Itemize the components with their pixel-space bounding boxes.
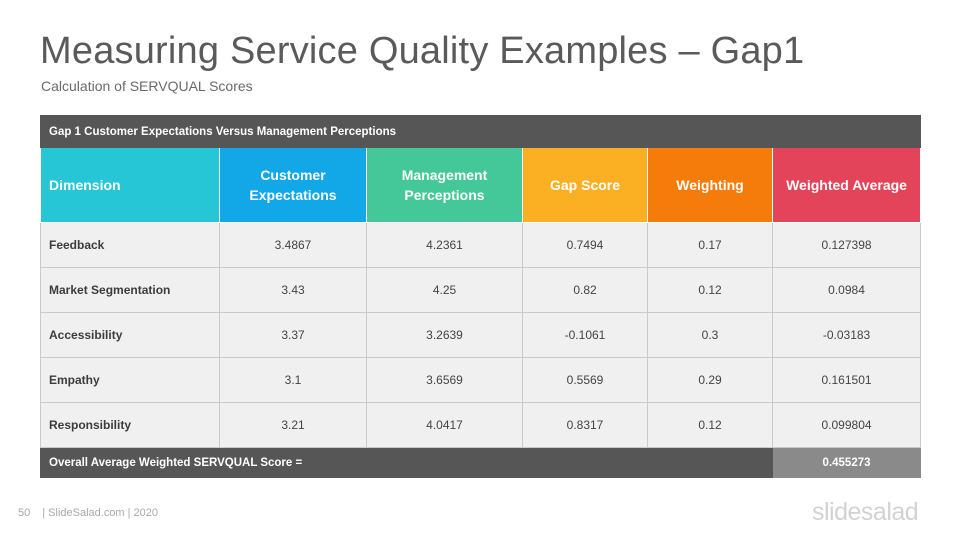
cell-customer: 3.4867 bbox=[219, 222, 367, 268]
cell-dimension: Responsibility bbox=[40, 402, 220, 448]
cell-dimension: Market Segmentation bbox=[40, 267, 220, 313]
cell-dimension: Empathy bbox=[40, 357, 220, 403]
cell-gap: 0.5569 bbox=[522, 357, 648, 403]
cell-management: 4.25 bbox=[366, 267, 523, 313]
slide-footer: 50 | SlideSalad.com | 2020 bbox=[18, 507, 158, 519]
cell-customer: 3.21 bbox=[219, 402, 367, 448]
table-row: Accessibility 3.37 3.2639 -0.1061 0.3 -0… bbox=[40, 312, 922, 358]
cell-dimension: Feedback bbox=[40, 222, 220, 268]
table-header-row: Dimension Customer Expectations Managemen… bbox=[40, 147, 922, 223]
cell-weighted: 0.161501 bbox=[771, 357, 922, 403]
cell-management: 4.2361 bbox=[366, 222, 523, 268]
cell-weighted: 0.099804 bbox=[771, 402, 922, 448]
header-customer-expectations: Customer Expectations bbox=[219, 147, 367, 223]
page-number: 50 bbox=[18, 507, 31, 519]
table-row: Market Segmentation 3.43 4.25 0.82 0.12 … bbox=[40, 267, 922, 313]
header-customer-line2: Expectations bbox=[249, 187, 337, 203]
header-management-perceptions: Management Perceptions bbox=[366, 147, 523, 223]
cell-weighted: 0.0984 bbox=[771, 267, 922, 313]
cell-customer: 3.1 bbox=[219, 357, 367, 403]
table-row: Empathy 3.1 3.6569 0.5569 0.29 0.161501 bbox=[40, 357, 922, 403]
cell-weighting: 0.29 bbox=[647, 357, 773, 403]
header-dimension: Dimension bbox=[40, 147, 220, 223]
slidesalad-logo: slidesalad bbox=[812, 498, 919, 526]
cell-management: 3.6569 bbox=[366, 357, 523, 403]
slide-title: Measuring Service Quality Examples – Gap… bbox=[40, 30, 805, 72]
header-management-line1: Management bbox=[401, 167, 488, 183]
cell-gap: 0.7494 bbox=[522, 222, 648, 268]
table-row: Responsibility 3.21 4.0417 0.8317 0.12 0… bbox=[40, 402, 922, 448]
cell-weighted: 0.127398 bbox=[771, 222, 922, 268]
cell-weighting: 0.17 bbox=[647, 222, 773, 268]
cell-weighting: 0.12 bbox=[647, 402, 773, 448]
header-weighting: Weighting bbox=[647, 147, 773, 223]
cell-gap: 0.82 bbox=[522, 267, 648, 313]
header-customer-line1: Customer bbox=[260, 167, 326, 183]
header-management-line2: Perceptions bbox=[404, 187, 485, 203]
table-banner: Gap 1 Customer Expectations Versus Manag… bbox=[39, 115, 922, 148]
header-gap-score: Gap Score bbox=[522, 147, 648, 223]
header-weighted-average: Weighted Average bbox=[771, 147, 922, 223]
servqual-table: Gap 1 Customer Expectations Versus Manag… bbox=[39, 115, 922, 478]
cell-management: 3.2639 bbox=[366, 312, 523, 358]
footer-credit: | SlideSalad.com | 2020 bbox=[42, 507, 159, 519]
cell-weighting: 0.3 bbox=[647, 312, 773, 358]
overall-score-value: 0.455273 bbox=[771, 447, 922, 478]
cell-gap: -0.1061 bbox=[522, 312, 648, 358]
overall-score-label: Overall Average Weighted SERVQUAL Score … bbox=[40, 447, 773, 478]
table-banner-row: Gap 1 Customer Expectations Versus Manag… bbox=[39, 115, 922, 148]
cell-gap: 0.8317 bbox=[522, 402, 648, 448]
cell-weighted: -0.03183 bbox=[771, 312, 922, 358]
cell-customer: 3.37 bbox=[219, 312, 367, 358]
cell-management: 4.0417 bbox=[366, 402, 523, 448]
cell-customer: 3.43 bbox=[219, 267, 367, 313]
table-row: Feedback 3.4867 4.2361 0.7494 0.17 0.127… bbox=[40, 222, 922, 268]
servqual-table-container: Gap 1 Customer Expectations Versus Manag… bbox=[39, 115, 922, 478]
table-footer-row: Overall Average Weighted SERVQUAL Score … bbox=[40, 447, 922, 478]
slide-subtitle: Calculation of SERVQUAL Scores bbox=[41, 78, 253, 94]
cell-dimension: Accessibility bbox=[40, 312, 220, 358]
cell-weighting: 0.12 bbox=[647, 267, 773, 313]
